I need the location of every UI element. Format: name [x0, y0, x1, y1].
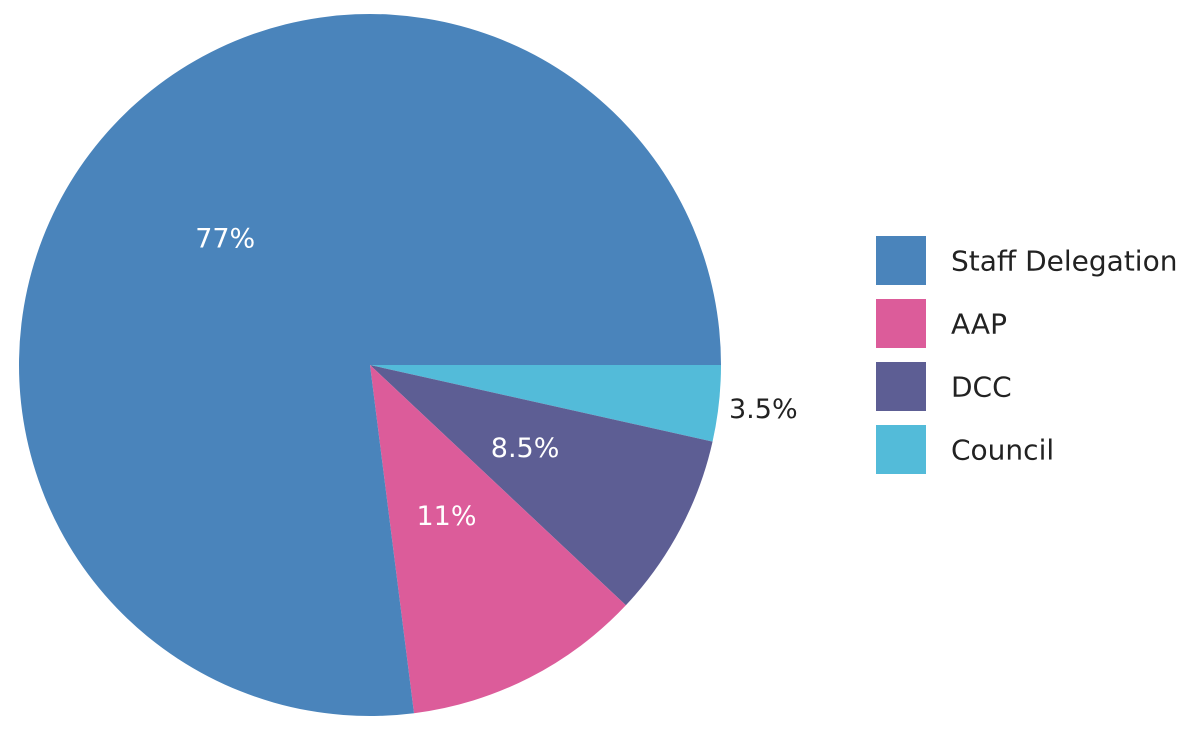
pie-slice-aap: [370, 365, 626, 714]
slice-label-dcc: 8.5%: [491, 433, 560, 464]
legend-swatch-aap: [876, 299, 926, 348]
legend-swatch-staff-delegation: [876, 236, 926, 285]
legend-swatch-dcc: [876, 362, 926, 411]
legend-label-council: Council: [951, 434, 1054, 467]
pie-slice-dcc: [370, 365, 713, 606]
legend-label-aap: AAP: [951, 308, 1007, 341]
pie-slice-labels: 3.5% 8.5% 11% 77%: [195, 223, 797, 532]
slice-label-aap: 11%: [416, 501, 476, 532]
slice-label-council: 3.5%: [729, 394, 798, 425]
legend-swatch-council: [876, 425, 926, 474]
pie-slice-staff-delegation: [18, 13, 721, 716]
legend-label-staff-delegation: Staff Delegation: [951, 245, 1177, 278]
legend-label-dcc: DCC: [951, 371, 1012, 404]
slice-label-staff-delegation: 77%: [195, 223, 255, 254]
pie-slice-council: [370, 365, 721, 442]
legend: Staff Delegation AAP DCC Council: [876, 236, 1177, 474]
pie-slices: [18, 13, 721, 716]
